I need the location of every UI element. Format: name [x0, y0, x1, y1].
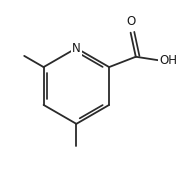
Text: OH: OH [159, 54, 177, 67]
Text: O: O [126, 15, 135, 28]
Text: N: N [72, 42, 81, 55]
